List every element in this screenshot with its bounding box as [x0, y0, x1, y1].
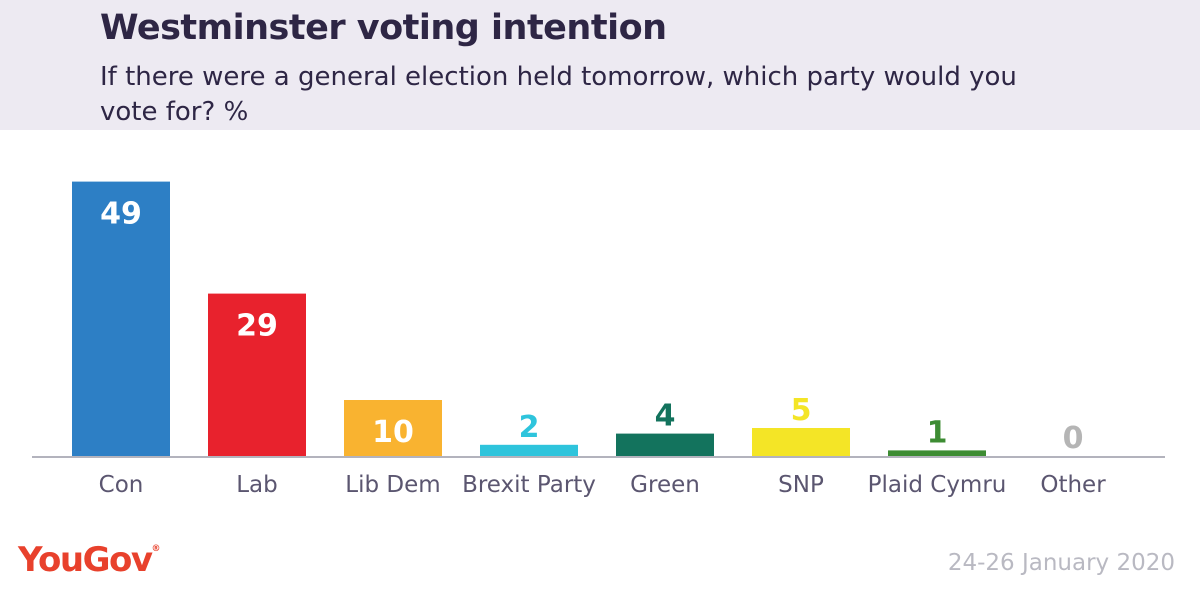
bar — [480, 444, 578, 456]
category-label: Other — [1040, 472, 1106, 498]
category-label: Plaid Cymru — [868, 472, 1007, 498]
data-label: 4 — [655, 399, 676, 434]
category-label: Lib Dem — [345, 472, 440, 498]
data-label: 49 — [100, 197, 142, 232]
chart-header: Westminster voting intention If there we… — [0, 0, 1200, 130]
category-label: Green — [630, 472, 700, 498]
category-label: Con — [99, 472, 144, 498]
data-label: 0 — [1063, 421, 1084, 456]
registered-mark: ® — [151, 544, 161, 554]
bar — [888, 450, 986, 456]
data-label: 5 — [791, 393, 812, 428]
chart-subtitle: If there were a general election held to… — [100, 62, 1017, 127]
category-label: Brexit Party — [462, 472, 596, 498]
category-label: Lab — [236, 472, 278, 498]
yougov-logo: YouGov® — [18, 540, 161, 580]
bar — [344, 400, 442, 456]
data-label: 10 — [372, 415, 414, 450]
data-label: 29 — [236, 309, 278, 344]
chart-title: Westminster voting intention — [100, 8, 667, 48]
category-label: SNP — [778, 472, 824, 498]
bar — [208, 293, 306, 456]
fieldwork-date: 24-26 January 2020 — [947, 550, 1175, 576]
data-label: 2 — [519, 410, 540, 445]
data-label: 1 — [927, 415, 948, 450]
bar — [752, 428, 850, 456]
bar — [72, 181, 170, 456]
bar — [616, 433, 714, 456]
logo-text: YouGov — [18, 540, 153, 580]
